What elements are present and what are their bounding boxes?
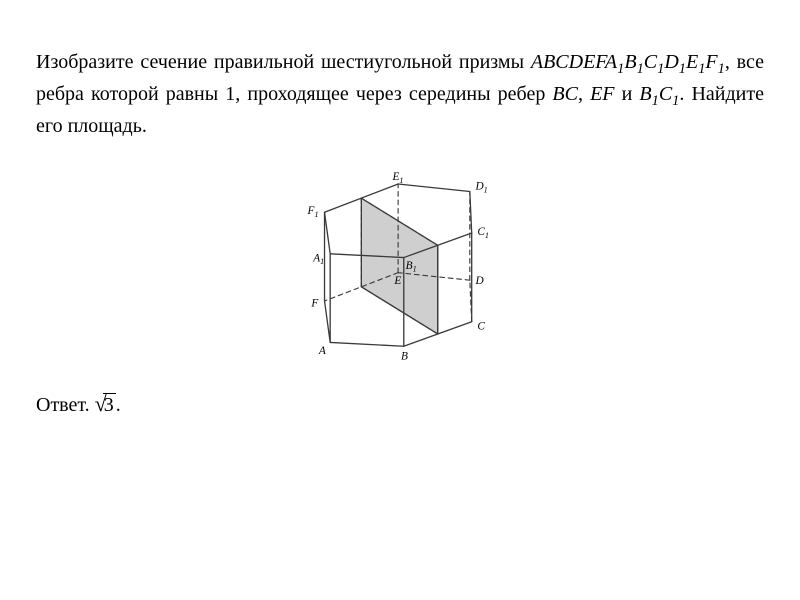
svg-text:B: B (401, 350, 408, 362)
edge-b1c1-b: B (639, 83, 651, 105)
prism-f: F (705, 51, 717, 73)
page: Изобразите сечение правильной шестиуголь… (0, 0, 800, 417)
problem-statement: Изобразите сечение правильной шестиуголь… (36, 48, 764, 141)
sub-d1: 1 (679, 61, 686, 77)
prism-name: ABCDEFA (531, 51, 617, 73)
radicand: 3 (103, 393, 116, 417)
sub-f1: 1 (718, 61, 725, 77)
prism-e: E (686, 51, 698, 73)
edge-b1-sub: 1 (652, 93, 659, 109)
svg-text:A1: A1 (312, 252, 324, 266)
prism-d: D (664, 51, 678, 73)
prism-c: C (644, 51, 657, 73)
svg-text:E1: E1 (391, 171, 403, 185)
prism-figure: ABCDEFA1B1C1D1E1F1 (36, 167, 764, 367)
answer: Ответ. √3. (36, 393, 764, 417)
sep-1: , (578, 83, 590, 105)
edge-bc: BC (552, 83, 578, 105)
svg-text:C1: C1 (477, 226, 489, 240)
sqrt-expression: √3 (95, 393, 116, 417)
sub-b1: 1 (637, 61, 644, 77)
answer-dot: . (116, 394, 121, 416)
svg-text:F: F (310, 297, 318, 309)
svg-text:A: A (318, 345, 326, 357)
svg-text:D: D (474, 275, 483, 287)
prism-svg: ABCDEFA1B1C1D1E1F1 (260, 167, 540, 367)
svg-text:F1: F1 (307, 205, 319, 219)
edge-ef: EF (590, 83, 614, 105)
answer-label: Ответ. (36, 394, 95, 416)
edge-b1c1-c: C (659, 83, 672, 105)
sep-2: и (615, 83, 640, 105)
problem-text-1: Изобразите сечение правильной шестиуголь… (36, 51, 531, 73)
svg-text:E: E (393, 275, 401, 287)
svg-text:C: C (477, 320, 485, 332)
svg-text:D1: D1 (474, 180, 487, 194)
prism-b: B (624, 51, 636, 73)
